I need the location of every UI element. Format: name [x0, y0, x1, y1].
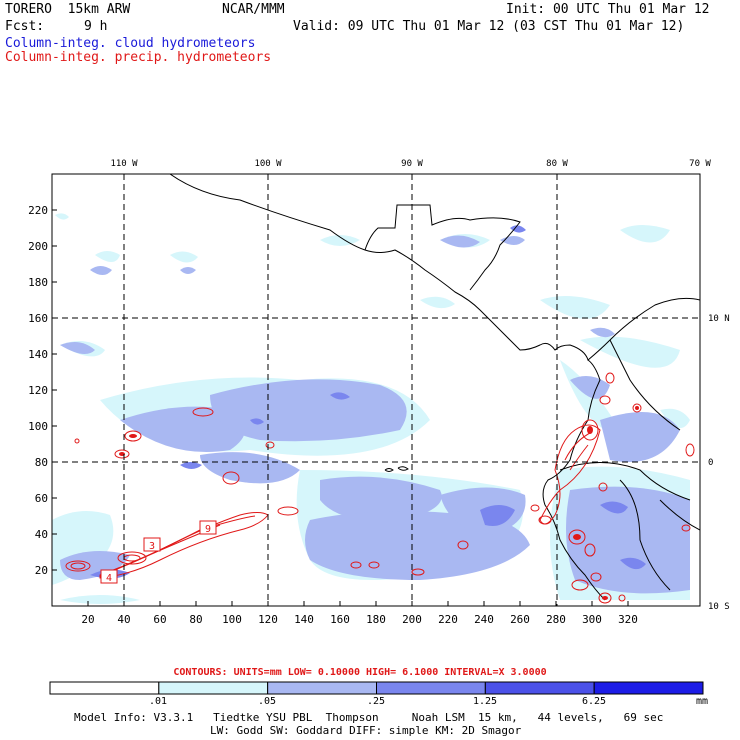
colorbar: [49, 681, 704, 695]
colorbar-segment: [376, 681, 486, 695]
valid-time: Valid: 09 UTC Thu 01 Mar 12 (03 CST Thu …: [293, 19, 685, 34]
lon-label: 100 W: [254, 159, 282, 169]
colorbar-label: 6.25: [582, 696, 606, 707]
y-tick-label: 40: [35, 528, 48, 541]
cloud-field-title: Column-integ. cloud hydrometeors: [5, 36, 256, 51]
y-tick-label: 20: [35, 564, 48, 577]
y-tick-label: 140: [28, 348, 48, 361]
colorbar-segment: [158, 681, 269, 695]
x-tick-label: 40: [117, 613, 130, 626]
lat-label: 10 S: [708, 602, 730, 612]
contours-info: CONTOURS: UNITS=mm LOW= 0.10000 HIGH= 6.…: [173, 667, 546, 678]
x-tick-label: 100: [222, 613, 242, 626]
x-tick-label: 300: [582, 613, 602, 626]
x-tick-label: 140: [294, 613, 314, 626]
precip-contours: [65, 372, 695, 604]
lon-label: 90 W: [401, 159, 423, 169]
x-tick-label: 320: [618, 613, 638, 626]
x-tick-label: 60: [153, 613, 166, 626]
colorbar-label: .05: [258, 696, 276, 707]
x-tick-label: 80: [189, 613, 202, 626]
y-tick-label: 160: [28, 312, 48, 325]
colorbar-label: .25: [367, 696, 385, 707]
y-tick-label: 180: [28, 276, 48, 289]
x-tick-label: 260: [510, 613, 530, 626]
colorbar-label: .01: [149, 696, 167, 707]
lat-labels: 10 N 0 10 S: [708, 314, 730, 612]
forecast-hour: 9 h: [84, 19, 108, 34]
coastlines: [169, 174, 700, 601]
precip-field-title: Column-integ. precip. hydrometeors: [5, 50, 272, 65]
lon-label: 80 W: [546, 159, 568, 169]
model-title: TORERO 15km ARW: [5, 2, 131, 17]
colorbar-unit: mm: [696, 696, 708, 707]
contour-label: 3: [149, 541, 155, 552]
x-tick-label: 180: [366, 613, 386, 626]
lon-label: 70 W: [689, 159, 711, 169]
x-tick-label: 20: [81, 613, 94, 626]
lat-label: 10 N: [708, 314, 730, 324]
contour-label: 9: [205, 524, 211, 535]
center-label: NCAR/MMM: [222, 2, 285, 17]
x-tick-label: 240: [474, 613, 494, 626]
y-tick-label: 200: [28, 240, 48, 253]
x-tick-label: 200: [402, 613, 422, 626]
colorbar-labels: .01 .05 .25 1.25 6.25 mm: [149, 696, 708, 707]
physics-info-line: LW: Godd SW: Goddard DIFF: simple KM: 2D…: [210, 724, 522, 737]
colorbar-segment: [49, 681, 160, 695]
colorbar-segment: [267, 681, 377, 695]
contour-label: 4: [106, 573, 112, 584]
y-grid-ticks: 20 40 60 80 100 120 140 160 180 200 220: [28, 204, 57, 577]
contour-label-boxes: 4 3 9: [100, 520, 217, 584]
y-tick-label: 120: [28, 384, 48, 397]
colorbar-segment: [593, 681, 704, 695]
colorbar-label: 1.25: [473, 696, 497, 707]
lon-label: 110 W: [110, 159, 138, 169]
y-tick-label: 100: [28, 420, 48, 433]
y-tick-label: 220: [28, 204, 48, 217]
cloud-hydrometeor-field: [52, 213, 690, 604]
lon-labels: 110 W 100 W 90 W 80 W 70 W: [110, 159, 711, 169]
x-tick-label: 220: [438, 613, 458, 626]
latlon-grid: [52, 174, 700, 606]
x-tick-label: 120: [258, 613, 278, 626]
x-grid-ticks: 20 40 60 80 100 120 140 160 180 200 220 240 260 280 30…: [81, 601, 638, 626]
model-info-line: Model Info: V3.3.1 Tiedtke YSU PBL Thomp…: [74, 711, 663, 724]
y-tick-label: 80: [35, 456, 48, 469]
x-tick-label: 160: [330, 613, 350, 626]
y-tick-label: 60: [35, 492, 48, 505]
colorbar-segment: [484, 681, 595, 695]
init-time: Init: 00 UTC Thu 01 Mar 12: [506, 2, 710, 17]
lat-label: 0: [708, 458, 713, 468]
forecast-label: Fcst:: [5, 19, 45, 34]
x-tick-label: 280: [546, 613, 566, 626]
